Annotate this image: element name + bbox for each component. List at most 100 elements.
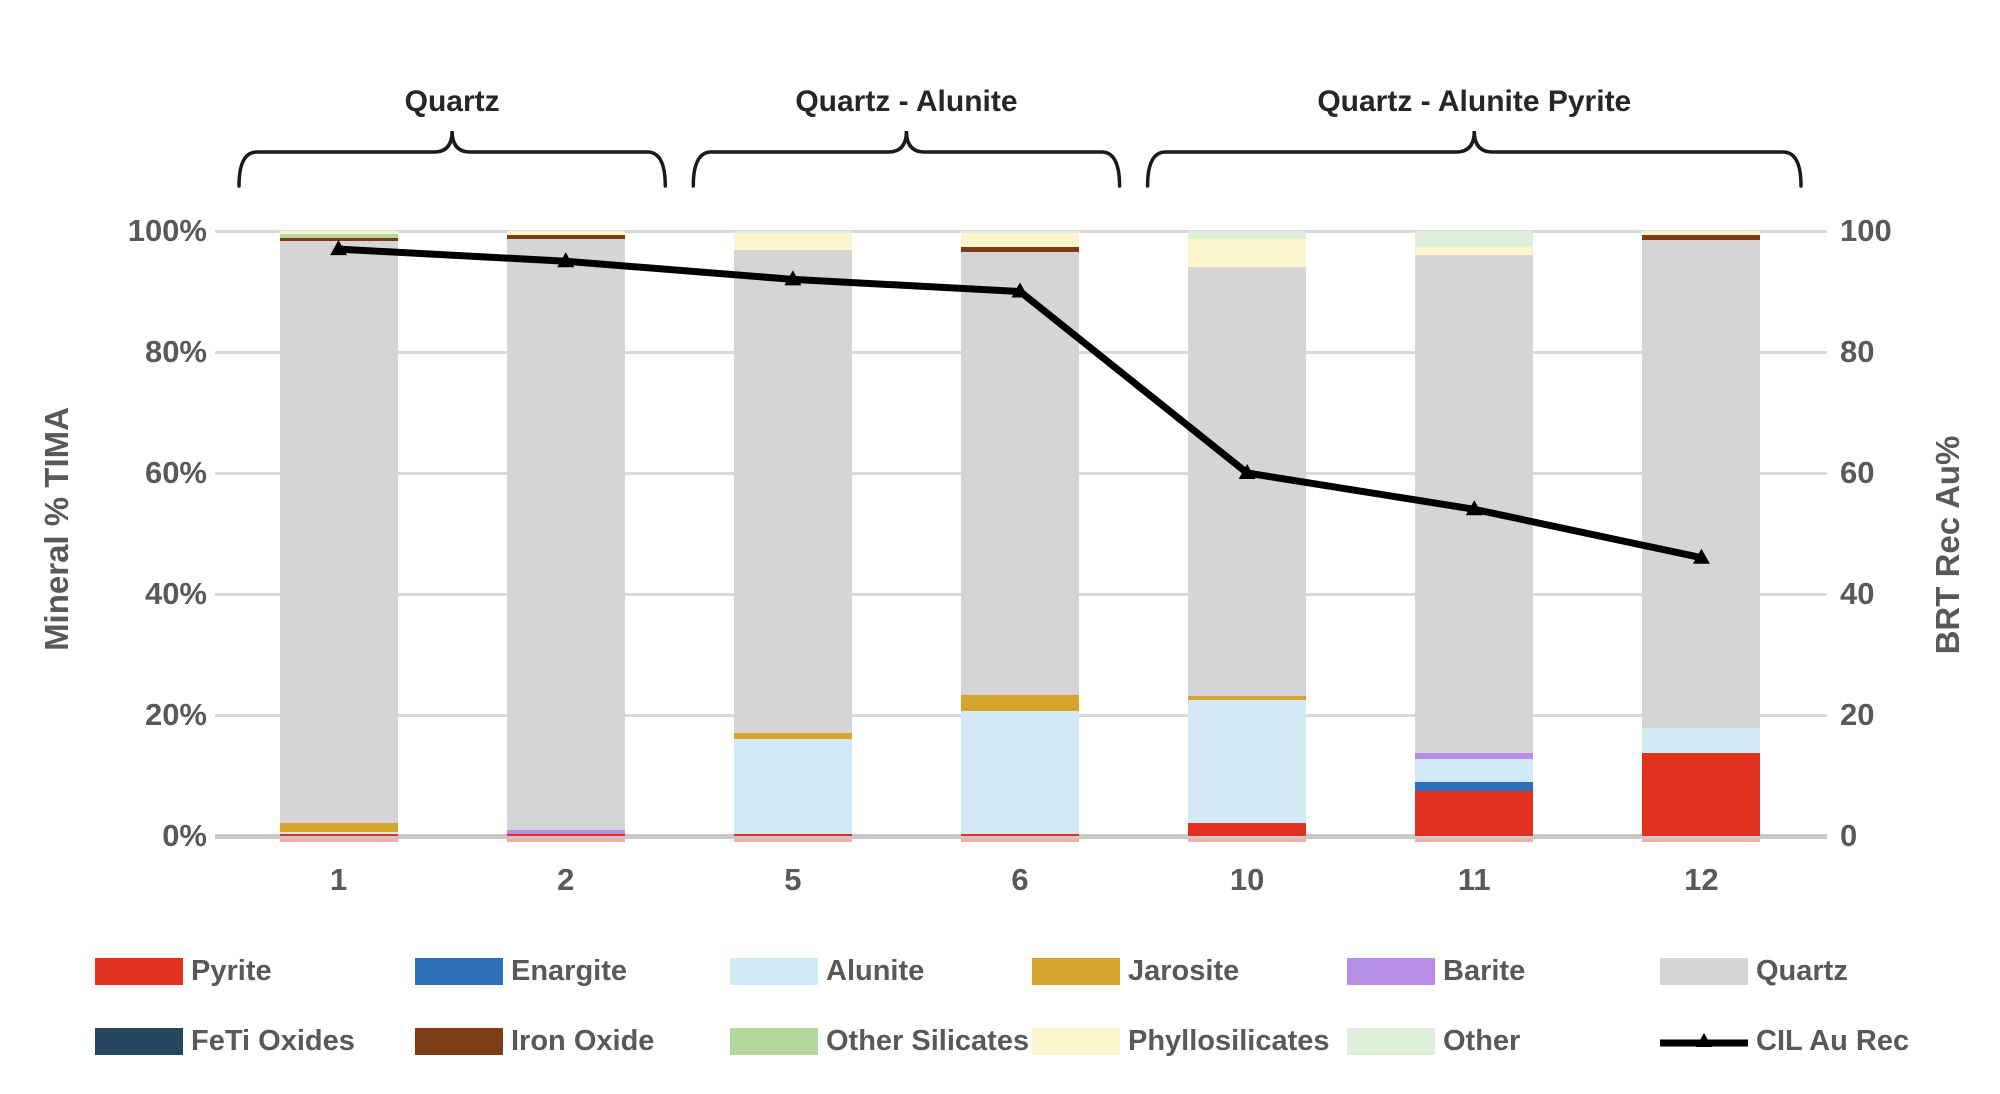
bar-segment-pyrite — [961, 834, 1079, 836]
bar-segment-other — [1415, 231, 1534, 247]
legend-item-jarosite: Jarosite — [1032, 954, 1240, 987]
bar-segment-phyllosilicates — [961, 233, 1079, 247]
legend-swatch — [730, 957, 818, 985]
legend-label: FeTi Oxides — [191, 1024, 355, 1057]
legend-item-phyllosilicates: Phyllosilicates — [1032, 1024, 1330, 1057]
bar-segment-phyllosilicates — [1642, 231, 1761, 236]
bar-segment-alunite — [1188, 699, 1307, 824]
right-tick-label: 80 — [1840, 334, 1875, 369]
bar-segment-quartz — [1415, 255, 1534, 754]
legend-line-sample — [1660, 1033, 1748, 1047]
x-category-label: 2 — [557, 862, 575, 897]
bar-segment-enargite — [1415, 781, 1534, 792]
legend-label: Other Silicates — [826, 1024, 1030, 1057]
bar-baseline-shadow — [733, 839, 852, 842]
legend-label: Jarosite — [1128, 954, 1240, 987]
legend-label: Enargite — [511, 954, 628, 987]
legend-item-barite: Barite — [1347, 954, 1526, 987]
stacked-bar-11 — [1415, 231, 1534, 836]
legend-swatch — [730, 1027, 818, 1055]
bar-baseline-shadow — [1415, 839, 1534, 842]
bar-segment-pyrite — [506, 834, 625, 836]
bar-segment-other — [961, 231, 1079, 234]
bar-segment-iron-oxide — [279, 238, 398, 242]
legend-item-alunite: Alunite — [730, 954, 925, 987]
legend-swatch — [95, 957, 183, 985]
bar-segment-quartz — [279, 241, 398, 824]
gridline-100 — [215, 229, 1827, 233]
stacked-bar-10 — [1188, 231, 1307, 836]
legend-label: Pyrite — [191, 954, 272, 987]
bar-segment-barite — [1415, 753, 1534, 759]
bar-segment-iron-oxide — [506, 234, 625, 239]
left-tick-label: 40% — [144, 576, 207, 611]
bar-segment-other-silicates — [279, 234, 398, 239]
left-tick-label: 0% — [162, 818, 207, 853]
legend-item-feti-oxides: FeTi Oxides — [95, 1024, 355, 1057]
x-category-label: 10 — [1229, 862, 1265, 897]
bar-segment-quartz — [961, 251, 1079, 696]
bar-segment-other — [1188, 231, 1307, 239]
legend-swatch — [95, 1027, 183, 1055]
legend-swatch — [1032, 957, 1120, 985]
gridline-0 — [215, 834, 1827, 839]
legend-label: Quartz — [1756, 954, 1848, 987]
bar-baseline-shadow — [506, 839, 625, 842]
bar-segment-quartz — [506, 238, 625, 830]
legend-label: Alunite — [826, 954, 925, 987]
stacked-bar-1 — [279, 231, 398, 836]
bar-segment-phyllosilicates — [506, 231, 625, 235]
bar-segment-pyrite — [1415, 791, 1534, 836]
bar-baseline-shadow — [1188, 839, 1307, 842]
bar-segment-alunite — [279, 831, 398, 835]
legend-item-iron-oxide: Iron Oxide — [415, 1024, 655, 1057]
legend-label: Barite — [1443, 954, 1526, 987]
legend-item-enargite: Enargite — [415, 954, 628, 987]
stacked-bar-6 — [961, 231, 1079, 836]
stacked-bar-12 — [1642, 231, 1761, 836]
bar-segment-pyrite — [1188, 823, 1307, 836]
legend-label: Iron Oxide — [511, 1024, 655, 1057]
legend-swatch — [1032, 1027, 1120, 1055]
group-label-2: Quartz - Alunite Pyrite — [1317, 85, 1632, 118]
group-brace-0 — [237, 130, 668, 188]
bar-segment-quartz — [1642, 240, 1761, 728]
bar-baseline-shadow — [279, 839, 398, 842]
left-tick-label: 80% — [144, 334, 207, 369]
legend-swatch — [415, 1027, 503, 1055]
legend-item-other-silicates: Other Silicates — [730, 1024, 1030, 1057]
bar-segment-barite — [506, 829, 625, 835]
bar-segment-alunite — [1415, 758, 1534, 782]
legend-item-quartz: Quartz — [1660, 954, 1848, 987]
legend-swatch — [415, 957, 503, 985]
legend-item-other: Other — [1347, 1024, 1521, 1057]
bar-segment-quartz — [1188, 267, 1307, 696]
bar-segment-jarosite — [279, 823, 398, 832]
bar-segment-jarosite — [1188, 695, 1307, 700]
group-brace-2 — [1145, 130, 1803, 188]
left-axis-title: Mineral % TIMA — [38, 407, 75, 651]
bar-segment-phyllosilicates — [1415, 246, 1534, 256]
group-label-0: Quartz — [404, 85, 500, 118]
legend-item-cil-au-rec: CIL Au Rec — [1660, 1025, 1909, 1057]
bar-segment-pyrite — [733, 834, 852, 836]
left-tick-label: 60% — [144, 455, 207, 490]
right-axis-title: BRT Rec Au% — [1929, 435, 1966, 655]
bar-segment-alunite — [733, 738, 852, 835]
legend-label: Phyllosilicates — [1128, 1024, 1330, 1057]
bar-segment-pyrite — [279, 834, 398, 836]
right-tick-label: 100 — [1840, 213, 1892, 248]
bar-segment-phyllosilicates — [1188, 238, 1307, 268]
bar-segment-phyllosilicates — [279, 231, 398, 235]
legend-label: Other — [1443, 1024, 1521, 1057]
bar-segment-iron-oxide — [1642, 235, 1761, 241]
bar-baseline-shadow — [961, 839, 1079, 842]
bar-baseline-shadow — [1642, 839, 1761, 842]
legend-swatch — [1347, 1027, 1435, 1055]
x-category-label: 6 — [1011, 862, 1029, 897]
left-tick-label: 100% — [127, 213, 207, 248]
stacked-bar-5 — [733, 231, 852, 836]
right-tick-label: 20 — [1840, 697, 1875, 732]
legend-swatch — [1347, 957, 1435, 985]
